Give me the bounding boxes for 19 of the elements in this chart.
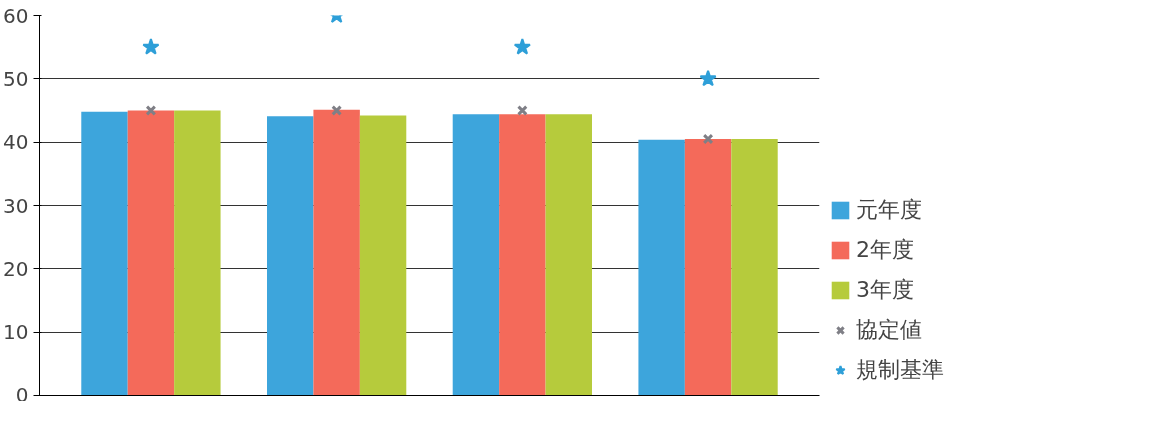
- y-tick-label: 0: [15, 382, 29, 407]
- legend-label: 協定値: [856, 316, 922, 344]
- point: [516, 105, 528, 116]
- y-tick-label: 10: [3, 320, 29, 345]
- y-tick-label: 50: [3, 66, 29, 91]
- legend-label: 3年度: [856, 276, 914, 304]
- point: [699, 69, 717, 87]
- point: [513, 38, 531, 55]
- legend-label: 元年度: [856, 196, 922, 224]
- y-tick-label: 20: [3, 256, 29, 281]
- point: [142, 38, 160, 55]
- legend-label: 2年度: [856, 236, 914, 264]
- point: [145, 105, 157, 116]
- legend-label: 規制基準: [856, 356, 944, 384]
- y-tick-label: 40: [3, 130, 29, 155]
- y-tick-label: 60: [3, 3, 29, 28]
- point: [702, 133, 714, 145]
- point: [331, 105, 343, 116]
- y-tick-label: 30: [3, 193, 29, 218]
